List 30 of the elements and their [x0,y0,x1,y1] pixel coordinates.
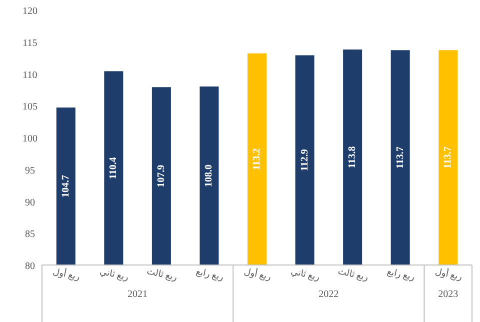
x-tick-label: ربع رابع [194,266,225,283]
x-tick-label: ربع أول [52,265,82,283]
x-tick-label: ربع رابع [386,266,416,283]
data-label: 107.9 [156,164,167,188]
y-tick-label: 115 [22,38,38,49]
data-label: 108.0 [204,164,215,187]
y-tick-label: 90 [25,197,35,208]
data-label: 113.2 [252,148,262,170]
data-label: 113.7 [394,146,406,169]
data-label: 112.9 [299,149,310,172]
text: 2021 [128,289,148,300]
y-tick-label: 85 [25,229,35,240]
data-label: 110.4 [108,157,120,180]
y-tick-label: 80 [25,261,35,272]
data-label: 104.7 [60,175,72,198]
x-tick-label: ربع أول [434,265,464,283]
y-tick-label: 110 [22,70,38,81]
x-tick-label: ربع أول [243,265,272,283]
x-tick-label: ربع ثاني [98,266,130,283]
x-tick-label: ربع ثالث [336,266,370,284]
y-tick-label: 100 [22,134,38,144]
y-tick-label: 105 [22,102,38,113]
text: 2022 [318,289,339,300]
data-label: 113.7 [442,146,454,169]
data-label: 113.8 [347,146,358,168]
x-tick-label: ربع ثاني [290,266,321,283]
text: 2023 [438,289,458,300]
y-tick-label: 95 [25,165,35,176]
x-tick-label: ربع ثالث [146,266,178,284]
y-tick-label: 120 [22,6,38,17]
